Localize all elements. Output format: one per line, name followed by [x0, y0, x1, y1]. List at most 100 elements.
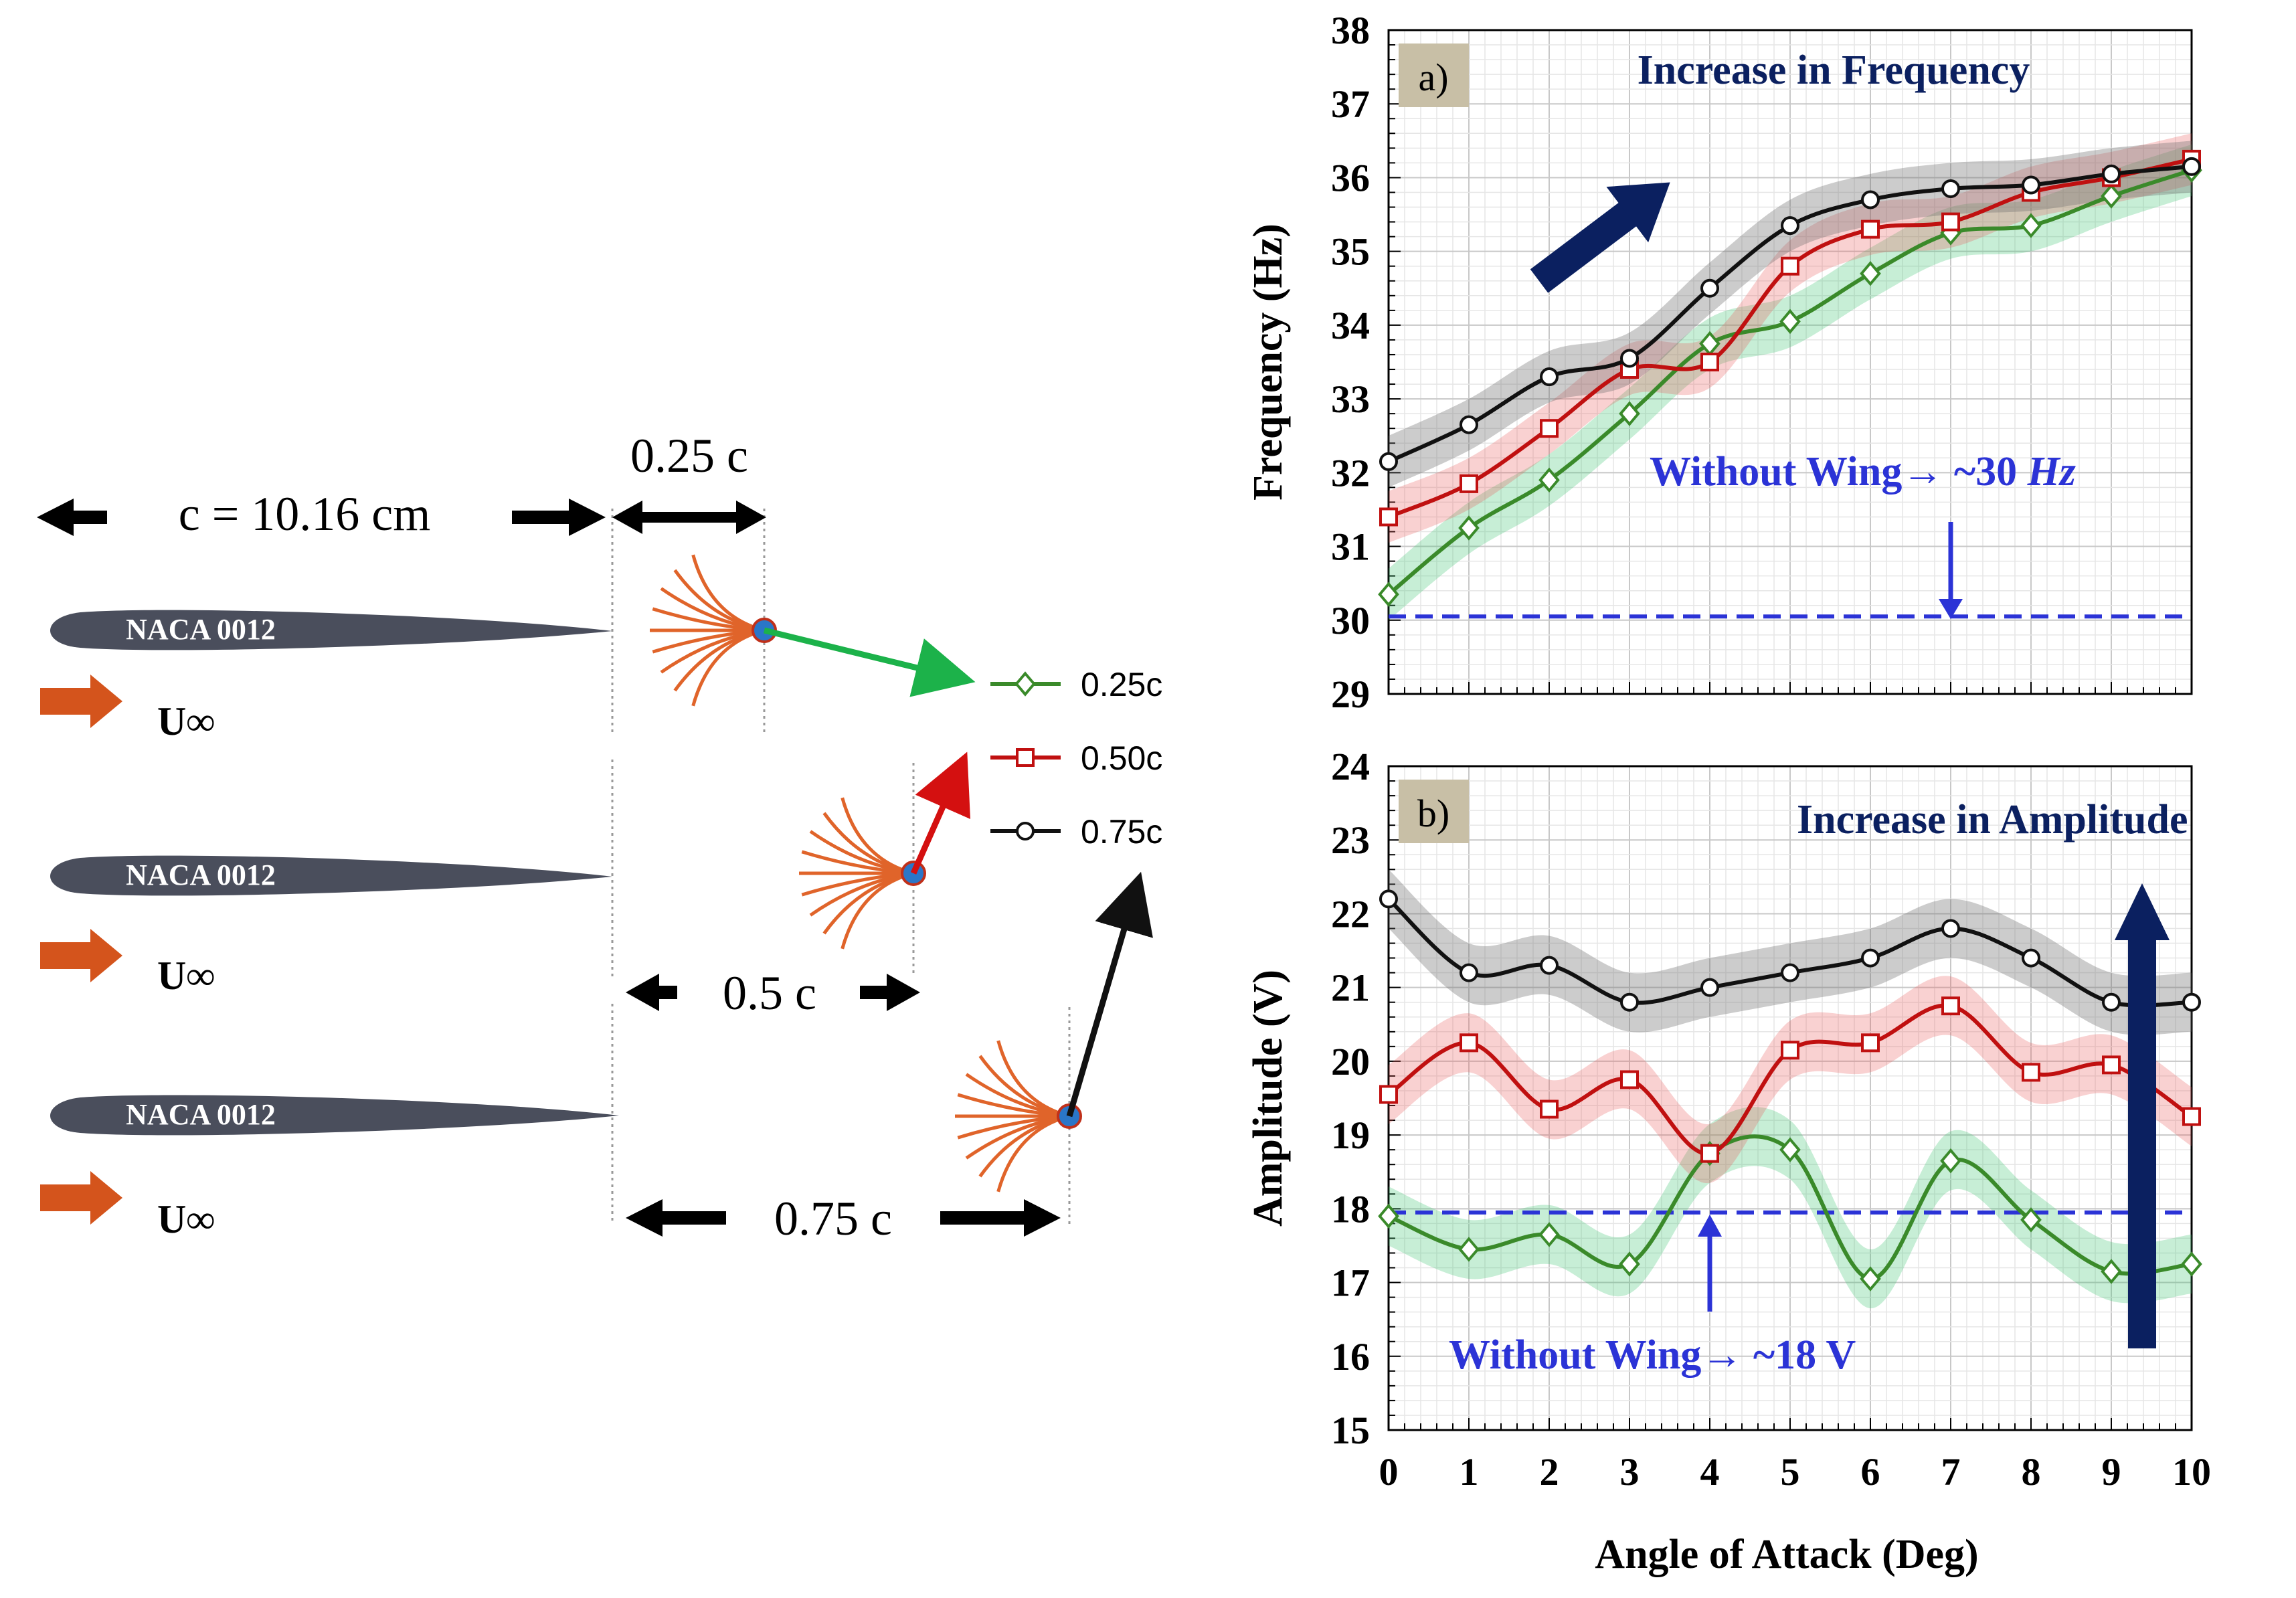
legend-item: 0.50c — [990, 739, 1162, 777]
panel-label-text: a) — [1418, 56, 1448, 99]
data-point — [1941, 212, 1960, 232]
data-point — [1379, 1085, 1398, 1104]
data-point — [2182, 1107, 2201, 1126]
chord-left-arrow — [37, 499, 107, 536]
fiber-tuft — [650, 554, 777, 707]
y-tick-label: 37 — [1331, 82, 1370, 126]
data-point — [1540, 419, 1559, 438]
fiber — [822, 812, 914, 875]
data-point — [1379, 889, 1398, 909]
y-tick-label: 24 — [1331, 745, 1370, 788]
trend-arrow-icon — [1530, 182, 1670, 293]
flow-arrow-icon — [40, 675, 122, 728]
fiber-tufts — [650, 554, 1082, 1192]
y-tick-label: 21 — [1331, 966, 1370, 1010]
data-point — [2022, 1063, 2040, 1082]
legend-label: 0.75c — [1081, 813, 1162, 851]
uncertainty-band — [1389, 1107, 2192, 1309]
flow-arrow-icon — [40, 929, 122, 982]
data-point — [1781, 963, 1799, 982]
data-point — [2020, 213, 2042, 238]
legend-label: 0.50c — [1081, 739, 1162, 777]
airfoil-1: NACA 0012 — [50, 610, 612, 650]
flow-label: U∞ — [157, 699, 215, 743]
flow-arrow-icon — [40, 1171, 122, 1225]
y-tick-label: 15 — [1331, 1409, 1370, 1452]
y-tick-label: 38 — [1331, 9, 1370, 52]
data-point — [1458, 515, 1480, 541]
reference-label: Without Wing→ ~18 V — [1449, 1332, 1856, 1378]
data-point — [1779, 1137, 1801, 1162]
reference-arrow-head — [1698, 1215, 1722, 1237]
y-tick-label: 36 — [1331, 156, 1370, 199]
data-point — [1941, 996, 1960, 1016]
legend-label: 0.25c — [1081, 666, 1162, 703]
data-point — [1700, 353, 1719, 371]
legend: 0.25c 0.50c 0.75c — [990, 666, 1162, 851]
y-tick-label: 22 — [1331, 892, 1370, 936]
data-point — [1460, 415, 1478, 434]
data-point — [1460, 1033, 1478, 1053]
data-point — [2181, 1251, 2202, 1277]
data-point — [1379, 507, 1398, 527]
data-point — [2022, 948, 2040, 968]
fiber — [822, 871, 914, 935]
data-point — [1538, 467, 1560, 493]
x-tick-label: 6 — [1861, 1450, 1880, 1494]
data-point — [2182, 157, 2201, 176]
trend-arrow-shaft — [2128, 937, 2156, 1348]
data-point — [1620, 1070, 1639, 1089]
y-tick-label: 23 — [1331, 818, 1370, 862]
data-point — [1540, 1099, 1559, 1119]
frequency-chart: 29 30 31 32 33 34 35 36 37 38 Frequency (Hz) a) Incr… — [1245, 9, 2202, 716]
data-point — [1379, 452, 1398, 471]
panel-label-box — [1399, 43, 1469, 107]
data-point — [1860, 1266, 1881, 1292]
data-point — [1016, 822, 1035, 840]
x-tick-label: 5 — [1781, 1450, 1800, 1494]
series-0.50c — [1379, 996, 2201, 1163]
fiber — [978, 1055, 1070, 1118]
fiber-tuft — [955, 1040, 1082, 1192]
reference-arrow-head — [1939, 599, 1963, 619]
data-point — [1941, 179, 1960, 198]
x-tick-label: 10 — [2172, 1450, 2211, 1494]
data-point — [1941, 919, 1960, 938]
data-point — [1940, 1148, 1961, 1174]
offset-05-right-arrow — [860, 974, 920, 1011]
data-point — [1540, 367, 1559, 387]
schematic: c = 10.16 cm 0.25 c 0.5 c 0.75 c NACA 00… — [37, 429, 1162, 1245]
y-tick-label: 34 — [1331, 304, 1370, 347]
tuft-arrow-075 — [1066, 871, 1153, 1118]
offset-075-right-arrow — [940, 1199, 1061, 1237]
y-tick-label: 33 — [1331, 377, 1370, 421]
data-point — [1700, 978, 1719, 997]
offset-05-label: 0.5 c — [723, 966, 816, 1020]
flow-label: U∞ — [157, 1197, 215, 1241]
offset-075-label: 0.75 c — [774, 1192, 892, 1245]
data-point — [1620, 349, 1639, 368]
flow-arrow-3: U∞ — [40, 1171, 215, 1241]
series-0.75c — [1379, 889, 2201, 1012]
offset-075-left-arrow — [626, 1199, 726, 1237]
fiber — [841, 871, 914, 950]
trend-arrow-shaft — [1530, 201, 1640, 293]
data-point — [1460, 474, 1478, 493]
data-point — [2101, 183, 2122, 209]
y-axis-label: Frequency (Hz) — [1245, 224, 1291, 501]
data-point — [2182, 992, 2201, 1012]
chord-right-arrow — [512, 499, 606, 536]
fiber — [996, 1114, 1070, 1192]
flow-arrow-1: U∞ — [40, 675, 215, 743]
data-point — [1458, 1237, 1480, 1262]
uncertainty-band — [1389, 976, 2192, 1184]
data-point — [1014, 671, 1036, 697]
trend-arrow-head — [2115, 883, 2170, 940]
y-tick-label: 17 — [1331, 1261, 1370, 1305]
airfoil-label: NACA 0012 — [126, 1098, 276, 1131]
y-tick-label: 31 — [1331, 525, 1370, 569]
data-point — [1781, 256, 1799, 276]
